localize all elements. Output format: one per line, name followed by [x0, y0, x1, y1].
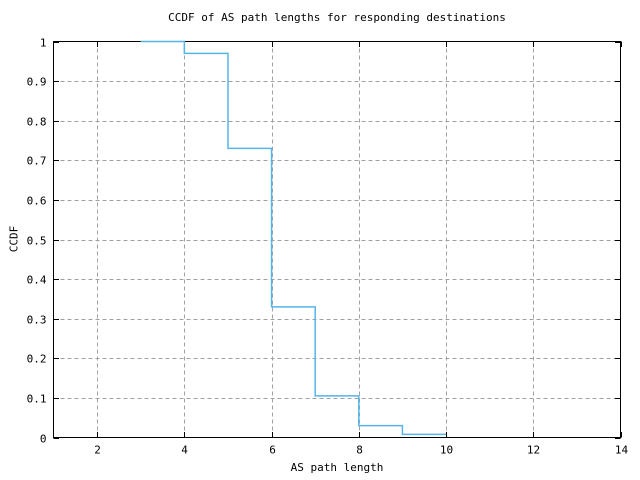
- chart-title: CCDF of AS path lengths for responding d…: [168, 11, 506, 24]
- y-tick-label: 0.6: [27, 195, 47, 208]
- y-tick-label: 1: [40, 37, 47, 50]
- y-tick-label: 0.4: [27, 274, 47, 287]
- plot-frame: [52, 40, 622, 439]
- x-axis-label: AS path length: [290, 461, 384, 474]
- x-tick-label: 2: [94, 444, 101, 457]
- ccdf-step-line: [140, 40, 447, 436]
- x-tick-label: 10: [440, 444, 453, 457]
- x-tick-label: 6: [269, 444, 276, 457]
- y-tick-label: 0.7: [27, 155, 47, 168]
- y-tick-label: 0.8: [27, 116, 47, 129]
- x-tick-label: 12: [527, 444, 540, 457]
- x-tick-label: 14: [615, 444, 629, 457]
- y-tick-label: 0.9: [27, 76, 47, 89]
- x-tick-label: 8: [356, 444, 363, 457]
- y-tick-label: 0.2: [27, 353, 47, 366]
- y-tick-label: 0.5: [27, 235, 47, 248]
- y-tick-label: 0.1: [27, 393, 47, 406]
- y-tick-label: 0: [40, 433, 47, 446]
- y-tick-label: 0.3: [27, 314, 47, 327]
- x-tick-label: 4: [181, 444, 188, 457]
